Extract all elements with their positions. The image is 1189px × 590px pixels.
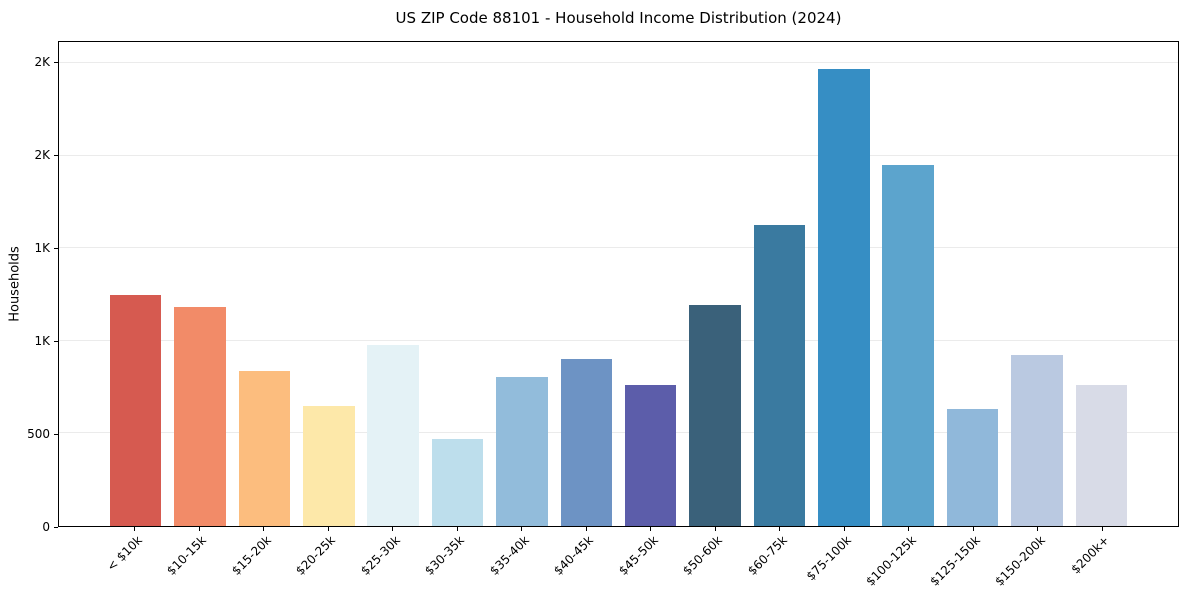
x-tick-mark [779,527,781,531]
bar-15-20k [238,371,291,526]
chart-title: US ZIP Code 88101 - Household Income Dis… [395,9,842,27]
y-tick-label: 1K [34,334,50,348]
y-tick-mark [54,248,58,249]
bar-50-60k [689,304,741,526]
x-tick-mark [198,527,200,531]
bar-100-125k [882,165,934,526]
y-tick-mark [54,155,58,156]
y-tick-label: 1K [34,241,50,255]
plot-area [58,41,1179,527]
y-tick-label: 2K [34,148,50,162]
bar-150-200k [1011,354,1063,526]
bar-10k [109,294,162,526]
y-tick-mark [54,434,58,435]
y-tick-mark [54,62,58,63]
x-tick-label: < $10k [104,533,145,574]
x-tick-mark [456,527,458,531]
x-tick-mark [843,527,845,531]
x-tick-mark [1101,527,1103,531]
gridline [59,154,1178,156]
y-tick-label: 500 [27,427,50,441]
x-tick-mark [650,527,652,531]
x-tick-mark [1037,527,1039,531]
gridline [59,62,1178,64]
bar-125-150k [946,409,999,526]
x-tick-mark [263,527,265,531]
bar-20-25k [303,405,355,526]
gridline [59,432,1178,434]
bar-200k [1075,385,1128,526]
y-axis-label: Households [7,246,23,322]
bar-60-75k [753,225,806,526]
x-tick-mark [327,527,329,531]
gridline [59,247,1178,249]
x-tick-mark [585,527,587,531]
gridline [59,339,1178,341]
bar-10-15k [174,306,226,526]
bar-45-50k [624,385,677,526]
bar-35-40k [496,377,548,526]
bar-25-30k [367,344,419,526]
y-tick-label: 2K [34,55,50,69]
x-tick-mark [134,527,136,531]
bar-30-35k [431,439,484,526]
bar-75-100k [818,68,870,526]
x-tick-mark [714,527,716,531]
y-tick-mark [54,527,58,528]
y-tick-mark [54,341,58,342]
x-tick-mark [521,527,523,531]
bar-40-45k [560,359,613,526]
x-tick-mark [392,527,394,531]
y-tick-label: 0 [42,520,50,534]
x-tick-mark [908,527,910,531]
x-tick-mark [972,527,974,531]
